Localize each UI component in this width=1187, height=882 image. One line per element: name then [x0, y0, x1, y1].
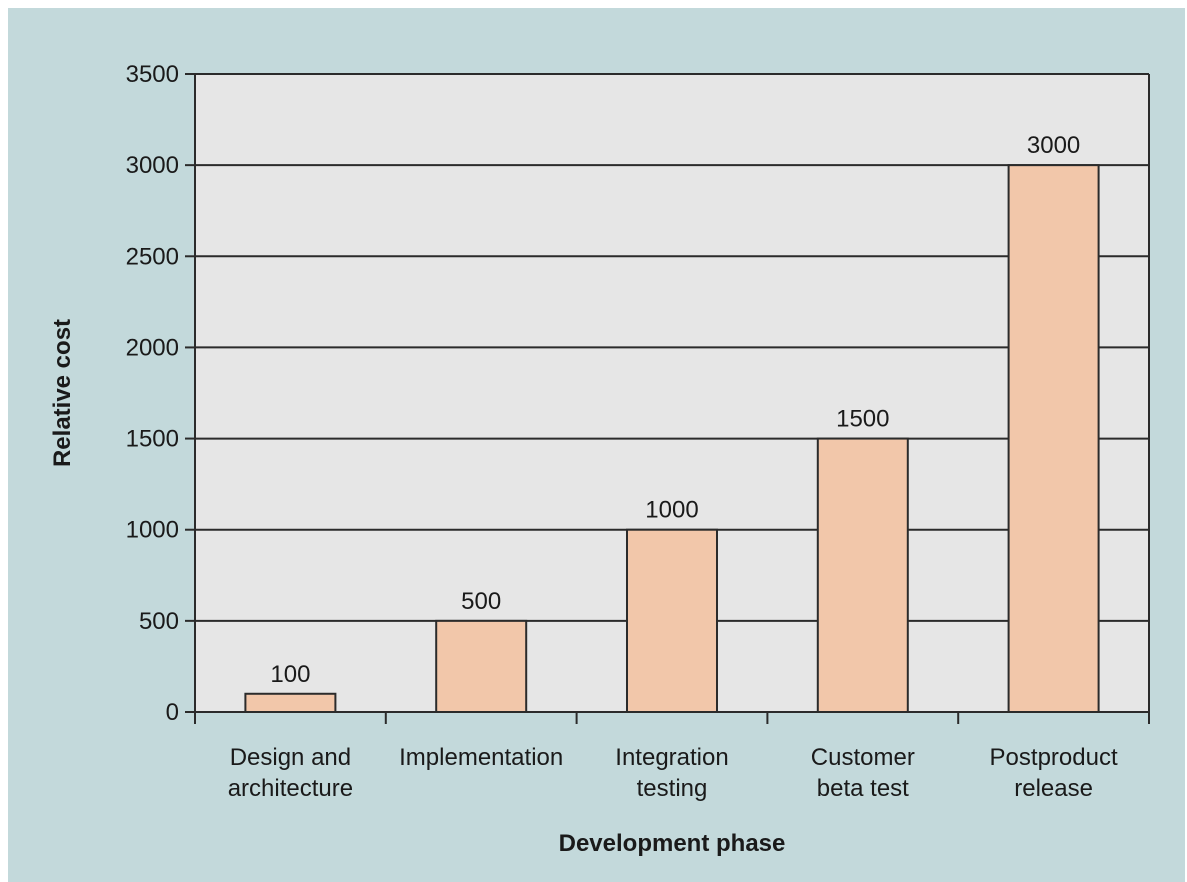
x-tick-label: Integration testing [615, 744, 728, 802]
bar [816, 437, 909, 713]
x-tick-label: Postproduct release [990, 744, 1118, 802]
chart-card: 0 500 1000 1500 2000 2500 3000 3500 Design and a… [8, 8, 1185, 882]
y-tick-label: 3500 [126, 61, 179, 88]
y-tick-label: 500 [139, 608, 179, 635]
bar [1007, 164, 1100, 713]
bar [244, 692, 337, 713]
data-label: 1000 [645, 497, 698, 524]
x-tick-label: Design and architecture [228, 744, 353, 802]
y-tick-label: 1000 [126, 517, 179, 544]
y-tick-label: 0 [166, 699, 179, 726]
y-tick-label: 3000 [126, 152, 179, 179]
data-label: 500 [461, 588, 501, 615]
data-labels: 100 500 1000 1500 3000 [270, 132, 1080, 688]
axes [185, 73, 1150, 724]
y-tick-labels: 0 500 1000 1500 2000 2500 3000 3500 [126, 61, 179, 726]
x-axis-title: Development phase [559, 830, 786, 857]
bar-chart: 0 500 1000 1500 2000 2500 3000 3500 Design and a… [49, 61, 1150, 857]
y-axis-title: Relative cost [49, 319, 76, 467]
data-label: 3000 [1027, 132, 1080, 159]
y-tick-label: 2000 [126, 334, 179, 361]
bars [244, 164, 1100, 714]
bar [626, 528, 718, 714]
x-tick-label: Implementation [399, 744, 563, 771]
x-tick-labels: Design and architecture Implementation Inte… [228, 744, 1118, 802]
y-tick-label: 2500 [126, 243, 179, 270]
x-tick-label: Customer beta test [811, 744, 915, 802]
bar [435, 619, 528, 713]
data-label: 1500 [836, 406, 889, 433]
y-tick-label: 1500 [126, 426, 179, 453]
data-label: 100 [270, 661, 310, 688]
